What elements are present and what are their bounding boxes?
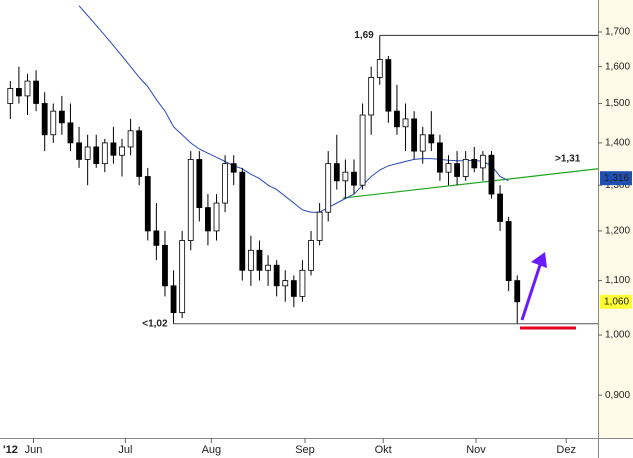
y-tick-label: 1,200 (605, 226, 630, 237)
candle-body (342, 171, 349, 182)
candle-body (368, 77, 375, 116)
candle-body (402, 118, 409, 128)
y-tick-label: 1,000 (605, 330, 630, 341)
y-axis-panel (599, 0, 633, 438)
candle-body (437, 142, 443, 173)
x-tick-label: Nov (466, 444, 486, 456)
candle-body (7, 88, 14, 104)
candle-body (187, 159, 194, 241)
candle-body (247, 249, 254, 271)
y-tick-label: 1,100 (605, 275, 630, 286)
candle-body (376, 59, 383, 78)
candle-body (514, 280, 521, 303)
candle-body (282, 280, 289, 287)
x-tick-label: Aug (202, 444, 222, 456)
candle-body (127, 130, 134, 148)
candle-body (222, 163, 229, 204)
candle-body (505, 221, 512, 281)
arrow-shaft (520, 261, 543, 321)
candle-body (333, 163, 340, 182)
candle-body (205, 207, 211, 232)
price-marker (600, 294, 632, 309)
plot-area: 1,69 <1,02 >1,31 (7, 5, 599, 329)
candle-body (84, 146, 91, 160)
candle-body (41, 103, 48, 136)
candle-body (419, 134, 426, 152)
candle-body (162, 244, 168, 287)
y-tick-label: 1,300 (605, 180, 630, 191)
candle-body (462, 159, 469, 177)
price-marker (600, 171, 632, 186)
candle-body (385, 59, 392, 112)
candle-body (230, 163, 237, 173)
candle-body (497, 193, 503, 222)
candle-body (179, 240, 186, 314)
y-tick-label: 0,900 (605, 390, 630, 401)
candle-body (196, 159, 203, 208)
candle-body (239, 171, 246, 271)
candle-body (265, 264, 271, 271)
trendline (342, 168, 599, 199)
candle-body (213, 202, 220, 232)
y-tick-label: 1,700 (605, 27, 630, 38)
candle-body (50, 110, 57, 136)
candle-body (411, 118, 418, 152)
year-label: '12 (3, 444, 18, 456)
trendline-label: >1,31 (555, 153, 581, 164)
candle-body (153, 230, 160, 246)
candle-body (273, 264, 280, 287)
candle-body (394, 110, 400, 128)
candle-body (76, 142, 82, 160)
candle-body (119, 146, 125, 156)
candle-body (67, 122, 74, 144)
axis-area: 0,900 1,000 1,100 1,200 1,300 1,400 1,500 1,600… (3, 27, 632, 456)
candle-body (479, 154, 486, 169)
x-tick-label: Jul (118, 444, 132, 456)
candle-body (93, 146, 100, 165)
candle-body (24, 80, 31, 97)
candle-body (316, 211, 323, 241)
x-tick-label: Dez (556, 444, 576, 456)
candle-body (256, 249, 263, 271)
candle-body (351, 171, 357, 186)
level-label: 1,69 (354, 30, 374, 41)
candle-body (428, 134, 435, 144)
price-marker-label: 1,060 (604, 296, 629, 307)
candle-body (170, 285, 177, 314)
candle-body (110, 142, 117, 156)
candle-body (58, 110, 65, 124)
candle-body (101, 142, 108, 165)
arrow-head (531, 252, 547, 268)
candle-body (488, 154, 495, 195)
candle-body (359, 114, 366, 186)
candle-body (136, 130, 143, 177)
y-tick-label: 1,500 (605, 98, 630, 109)
candle-body (33, 80, 39, 104)
candle-body (299, 269, 306, 297)
candle-body (308, 240, 314, 271)
candle-body (454, 163, 460, 177)
x-tick-label: Okt (375, 444, 392, 456)
candle-body (144, 176, 151, 232)
y-tick-label: 1,600 (605, 61, 630, 72)
candle-body (471, 159, 478, 169)
candle-body (16, 88, 22, 97)
price-marker-label: 1,316 (604, 173, 629, 184)
x-tick-label: Jun (25, 444, 43, 456)
level-label: <1,02 (142, 318, 168, 329)
y-tick-label: 1,400 (605, 138, 630, 149)
candle-body (290, 280, 297, 297)
x-tick-label: Sep (295, 444, 315, 456)
candle-body (445, 163, 452, 173)
candle-body (325, 163, 332, 213)
